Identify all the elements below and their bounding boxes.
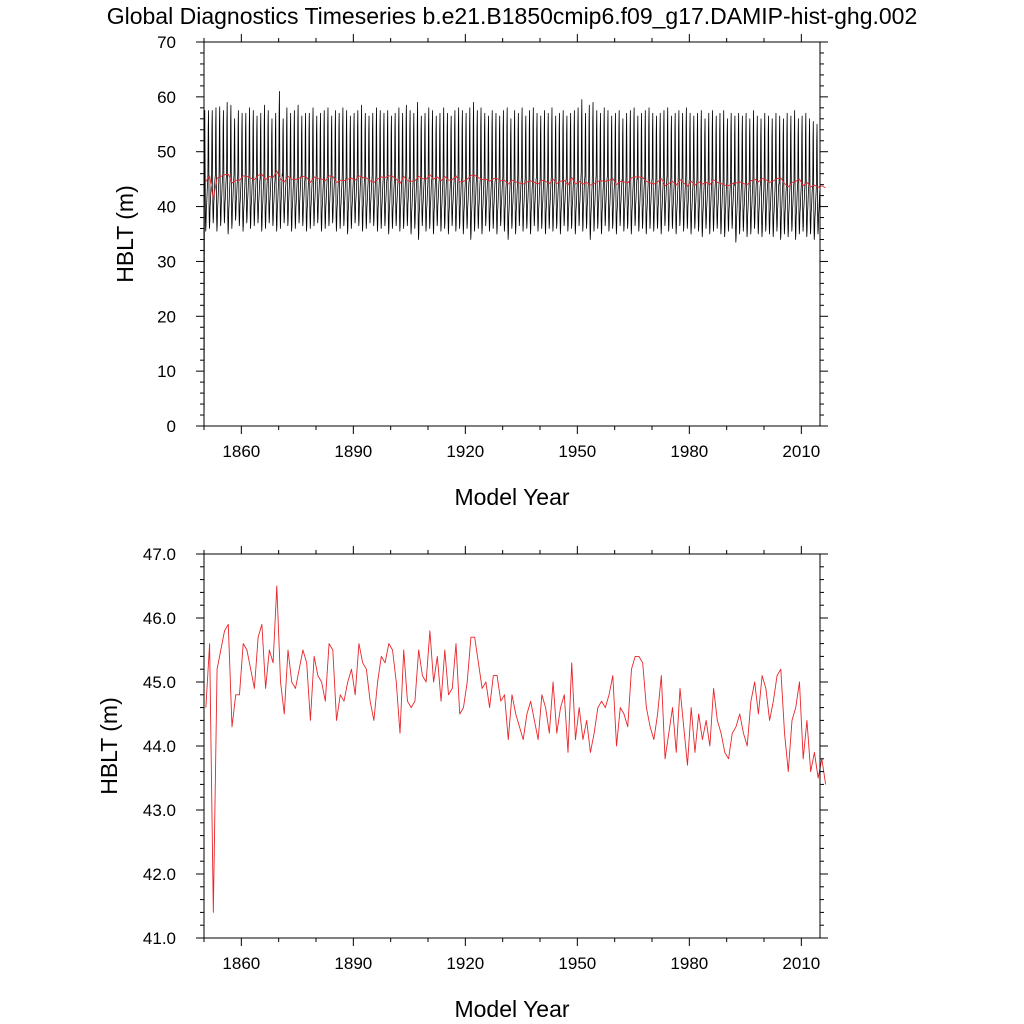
x-tick-label: 2010 xyxy=(782,442,820,461)
y-axis-label: HBLT (m) xyxy=(96,697,122,795)
y-tick-label: 10 xyxy=(157,362,176,381)
series-line-1 xyxy=(203,90,821,410)
x-tick-label: 1860 xyxy=(222,442,260,461)
chart-title: Global Diagnostics Timeseries b.e21.B185… xyxy=(106,3,918,29)
x-tick-label: 1860 xyxy=(222,954,260,973)
x-tick-label: 1890 xyxy=(334,442,372,461)
axis-ticks xyxy=(196,34,828,434)
x-tick-label: 1950 xyxy=(558,442,596,461)
series-line-1 xyxy=(205,585,827,913)
bottom-panel: 1860 1890 1920 1950 1980 2010 41.0 42.0 43.0 44.0… xyxy=(96,545,828,1022)
x-tick-label: 1920 xyxy=(446,954,484,973)
x-tick-label: 1980 xyxy=(670,442,708,461)
y-axis-label: HBLT (m) xyxy=(112,185,138,283)
axis-ticks xyxy=(196,546,828,946)
y-tick-label: 40 xyxy=(157,198,176,217)
x-tick-label: 2010 xyxy=(782,954,820,973)
y-tick-label: 45.0 xyxy=(143,673,176,692)
y-tick-label: 44.0 xyxy=(143,737,176,756)
x-axis-label: Model Year xyxy=(454,484,569,510)
y-tick-label: 41.0 xyxy=(143,929,176,948)
y-tick-label: 30 xyxy=(157,252,176,271)
y-tick-label: 42.0 xyxy=(143,865,176,884)
y-tick-label: 47.0 xyxy=(143,545,176,564)
top-panel: 1860 1890 1920 1950 1980 2010 0 10 20 30 40 50 60 70 M… xyxy=(112,33,828,510)
x-tick-label: 1980 xyxy=(670,954,708,973)
x-tick-label: 1890 xyxy=(334,954,372,973)
x-tick-label: 1950 xyxy=(558,954,596,973)
x-tick-label: 1920 xyxy=(446,442,484,461)
x-axis-label: Model Year xyxy=(454,996,569,1022)
y-tick-label: 0 xyxy=(167,417,176,436)
y-tick-label: 60 xyxy=(157,88,176,107)
plot-frame xyxy=(203,553,821,939)
y-tick-label: 43.0 xyxy=(143,801,176,820)
series-line-2 xyxy=(205,170,826,200)
y-tick-label: 20 xyxy=(157,307,176,326)
y-tick-label: 50 xyxy=(157,143,176,162)
y-tick-label: 70 xyxy=(157,33,176,52)
plot-frame xyxy=(203,41,821,427)
y-tick-label: 46.0 xyxy=(143,609,176,628)
